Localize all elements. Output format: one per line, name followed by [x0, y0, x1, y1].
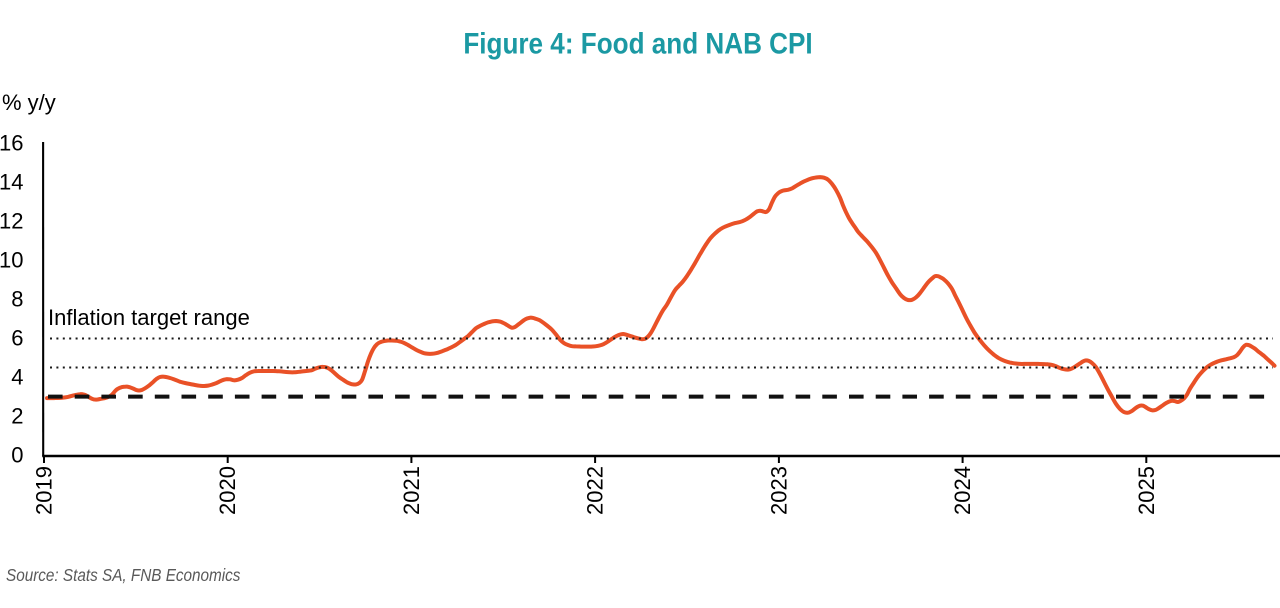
svg-text:Source: Stats SA, FNB Economic: Source: Stats SA, FNB Economics [6, 565, 240, 585]
svg-text:12: 12 [0, 209, 24, 234]
svg-text:2022: 2022 [583, 466, 608, 515]
svg-text:10: 10 [0, 248, 24, 273]
svg-text:2019: 2019 [32, 466, 57, 515]
svg-text:6: 6 [11, 326, 23, 351]
svg-text:16: 16 [0, 131, 24, 156]
svg-text:Inflation target range: Inflation target range [48, 305, 250, 330]
svg-text:0: 0 [11, 443, 23, 468]
svg-text:Figure 4: Food and NAB CPI: Figure 4: Food and NAB CPI [463, 27, 812, 60]
svg-text:% y/y: % y/y [2, 90, 56, 115]
svg-text:2024: 2024 [950, 466, 975, 515]
svg-text:2025: 2025 [1134, 466, 1159, 515]
svg-text:2020: 2020 [215, 466, 240, 515]
svg-text:14: 14 [0, 170, 24, 195]
svg-text:2021: 2021 [399, 466, 424, 515]
svg-text:2023: 2023 [766, 466, 791, 515]
svg-text:4: 4 [11, 365, 23, 390]
svg-text:2: 2 [11, 404, 23, 429]
svg-text:8: 8 [11, 287, 23, 312]
